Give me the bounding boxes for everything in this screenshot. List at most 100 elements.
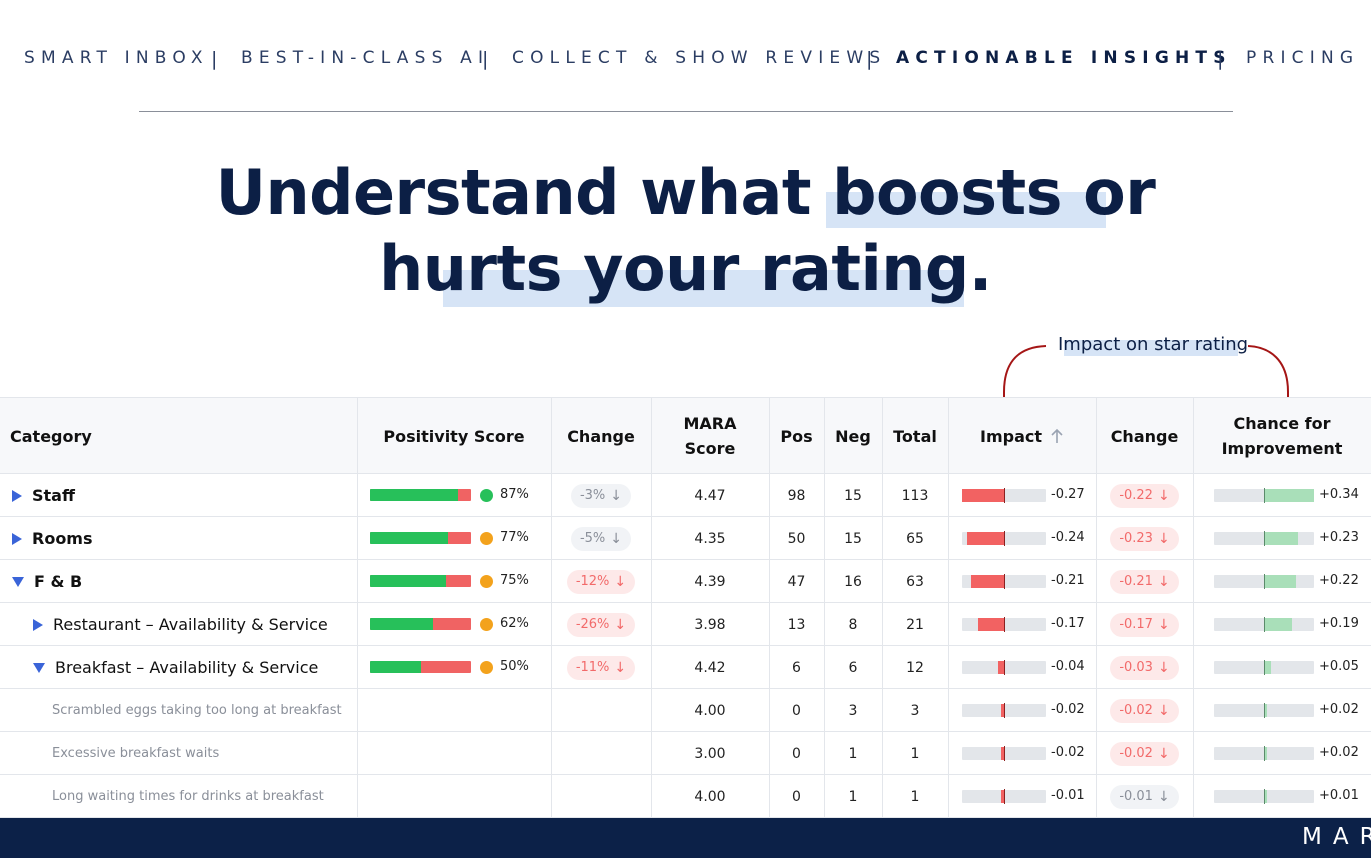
positivity-percent: 75% xyxy=(500,573,529,588)
table-row[interactable]: Scrambled eggs taking too long at breakf… xyxy=(0,689,1371,732)
impact-bar-fill xyxy=(997,661,1004,674)
annotation-highlight xyxy=(1064,340,1238,356)
table-row[interactable]: F & B 75% -12% ↓ 4.39 47 16 63 -0.21 -0.21 ↓ +0.22 xyxy=(0,560,1371,603)
impact-bar-fill xyxy=(1001,790,1004,803)
impact-value: -0.27 xyxy=(1051,487,1085,502)
neg-cell: 1 xyxy=(848,788,858,805)
col-header-pos[interactable]: Pos xyxy=(780,426,813,446)
arrow-down-icon: ↓ xyxy=(610,487,623,504)
positivity-percent: 62% xyxy=(500,616,529,631)
nav-smart-inbox[interactable]: SMART INBOX xyxy=(24,48,209,68)
table-row[interactable]: Long waiting times for drinks at breakfa… xyxy=(0,775,1371,818)
impact-zero-tick xyxy=(1004,703,1005,718)
impact-value: -0.24 xyxy=(1051,530,1085,545)
chance-value: +0.34 xyxy=(1319,487,1359,502)
category-label: Excessive breakfast waits xyxy=(52,746,220,761)
arrow-up-icon xyxy=(1051,428,1063,443)
col-header-total[interactable]: Total xyxy=(893,426,937,446)
insights-table: Category Positivity Score Change MARA Sc… xyxy=(0,397,1371,819)
impact-value: -0.17 xyxy=(1051,616,1085,631)
arrow-down-icon: ↓ xyxy=(1157,616,1170,633)
chance-bar xyxy=(1214,574,1314,589)
expand-arrow-icon[interactable] xyxy=(12,532,22,545)
total-cell: 3 xyxy=(910,702,920,719)
arrow-down-icon: ↓ xyxy=(1157,487,1170,504)
chance-value: +0.23 xyxy=(1319,530,1359,545)
col-header-impact[interactable]: Impact xyxy=(948,398,1096,474)
change-value: -5% xyxy=(579,531,606,546)
column-divider xyxy=(824,398,825,819)
col-header-positivity[interactable]: Positivity Score xyxy=(383,426,525,446)
nav-collect-show-reviews[interactable]: COLLECT & SHOW REVIEWS xyxy=(512,48,887,68)
nav-pricing[interactable]: PRICING xyxy=(1246,48,1360,68)
positivity-bar xyxy=(370,575,471,587)
nav-best-in-class-ai[interactable]: BEST-IN-CLASS AI xyxy=(241,48,490,68)
impact-bar xyxy=(962,531,1046,546)
nav-actionable-insights[interactable]: ACTIONABLE INSIGHTS xyxy=(896,48,1232,68)
status-dot xyxy=(480,575,493,588)
chance-bar-fill xyxy=(1264,790,1267,803)
collapse-arrow-icon[interactable] xyxy=(33,662,45,673)
col-header-impact-change[interactable]: Change xyxy=(1110,426,1179,446)
category-cell: F & B xyxy=(12,560,357,603)
impact-change-value: -0.17 xyxy=(1119,617,1153,632)
col-header-mara-score[interactable]: MARA Score xyxy=(651,398,769,474)
expand-arrow-icon[interactable] xyxy=(33,618,43,631)
chance-bar-fill xyxy=(1264,489,1314,502)
total-cell: 65 xyxy=(906,530,924,547)
positivity-bar xyxy=(370,489,471,501)
table-row[interactable]: Breakfast – Availability & Service 50% -11… xyxy=(0,646,1371,689)
col-header-impact-label: Impact xyxy=(979,426,1042,446)
mara-score-cell: 4.42 xyxy=(694,659,726,676)
positivity-cell: 50% xyxy=(357,646,551,689)
positivity-bar-fill xyxy=(370,575,446,587)
nav-separator: | xyxy=(1217,48,1224,70)
impact-change-value: -0.23 xyxy=(1119,531,1153,546)
impact-bar-fill xyxy=(971,575,1004,588)
table-row[interactable]: Rooms 77% -5% ↓ 4.35 50 15 65 -0.24 -0.23 ↓ +0.23 xyxy=(0,517,1371,560)
table-row[interactable]: Excessive breakfast waits 3.00 0 1 1 -0.02 -0.… xyxy=(0,732,1371,775)
arrow-down-icon: ↓ xyxy=(1157,788,1170,805)
col-header-category[interactable]: Category xyxy=(10,426,92,446)
arrow-down-icon: ↓ xyxy=(614,659,627,676)
impact-change-value: -0.21 xyxy=(1119,574,1153,589)
impact-change-cell: -0.17 ↓ xyxy=(1096,603,1193,646)
arrow-down-icon: ↓ xyxy=(1157,530,1170,547)
category-cell: Rooms xyxy=(12,517,357,560)
col-header-chance[interactable]: Chance for Improvement xyxy=(1193,398,1371,474)
table-row[interactable]: Staff 87% -3% ↓ 4.47 98 15 113 -0.27 -0.22 ↓ +0.34 xyxy=(0,474,1371,517)
chance-zero-tick xyxy=(1264,574,1265,589)
mara-score-cell: 3.00 xyxy=(694,745,726,762)
expand-arrow-icon[interactable] xyxy=(12,489,22,502)
positivity-bar xyxy=(370,618,471,630)
pos-cell: 50 xyxy=(787,530,806,547)
positivity-bar xyxy=(370,532,471,544)
total-cell: 63 xyxy=(906,573,924,590)
change-cell: -26% ↓ xyxy=(551,603,651,646)
mara-score-cell: 4.47 xyxy=(694,487,726,504)
positivity-cell: 77% xyxy=(357,517,551,560)
neg-cell: 1 xyxy=(848,745,858,762)
impact-change-value: -0.02 xyxy=(1119,746,1153,761)
neg-cell: 6 xyxy=(848,659,858,676)
neg-cell: 16 xyxy=(844,573,862,590)
impact-change-badge: -0.01 ↓ xyxy=(1110,784,1179,809)
impact-change-value: -0.01 xyxy=(1119,789,1153,804)
impact-bar-fill xyxy=(962,489,1004,502)
arrow-down-icon: ↓ xyxy=(614,573,627,590)
table-row[interactable]: Restaurant – Availability & Service 62% -2… xyxy=(0,603,1371,646)
impact-bar xyxy=(962,789,1046,804)
change-badge: -5% ↓ xyxy=(570,526,632,551)
col-header-change[interactable]: Change xyxy=(567,426,635,446)
collapse-arrow-icon[interactable] xyxy=(12,576,24,587)
col-header-neg[interactable]: Neg xyxy=(835,426,871,446)
status-dot xyxy=(480,618,493,631)
change-badge: -12% ↓ xyxy=(566,569,636,594)
pos-cell: 13 xyxy=(787,616,806,633)
chance-value: +0.02 xyxy=(1319,745,1359,760)
arrow-down-icon: ↓ xyxy=(1157,702,1170,719)
category-cell: Excessive breakfast waits xyxy=(52,732,357,775)
positivity-bar-fill xyxy=(370,661,421,673)
brand-logo[interactable]: MAR xyxy=(1302,824,1371,850)
category-cell: Long waiting times for drinks at breakfa… xyxy=(52,775,357,818)
